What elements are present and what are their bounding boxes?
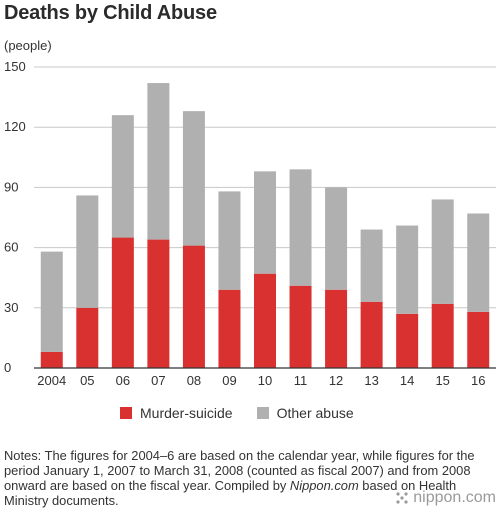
nippon-logo: nippon.com [395, 489, 496, 507]
bar-murder-suicide [289, 285, 312, 368]
bar-other-abuse [360, 229, 383, 302]
x-tick-label: 06 [116, 373, 130, 388]
legend-swatch-murder-suicide [120, 407, 132, 419]
x-tick-label: 16 [471, 373, 485, 388]
x-tick-label: 13 [364, 373, 378, 388]
bar-murder-suicide [254, 273, 276, 368]
y-tick-label: 90 [4, 179, 18, 194]
x-tick-label: 07 [151, 373, 165, 388]
bar-other-abuse [111, 115, 134, 238]
notes-text: Notes: The figures for 2004–6 are based … [4, 448, 475, 493]
bar-murder-suicide [76, 307, 99, 368]
x-tick-label: 15 [435, 373, 449, 388]
y-tick-label: 60 [4, 240, 18, 255]
bar-other-abuse [218, 191, 241, 290]
bar-murder-suicide [147, 239, 170, 368]
x-tick-label: 2004 [37, 373, 66, 388]
chart-plot-area: (people) 0 30 60 90 120 150 2004 05 06 07 08 09 10 11… [4, 38, 496, 388]
bar-murder-suicide [467, 311, 490, 368]
x-tick-label: 14 [400, 373, 414, 388]
bars [40, 83, 490, 368]
bar-other-abuse [431, 199, 454, 304]
legend-label-murder-suicide: Murder-suicide [140, 405, 233, 421]
bar-murder-suicide [111, 237, 134, 368]
y-tick-label: 150 [4, 59, 26, 74]
legend-swatch-other-abuse [256, 407, 269, 419]
bar-murder-suicide [40, 351, 63, 368]
legend-item-other-abuse: Other abuse [256, 405, 354, 421]
bar-murder-suicide [182, 245, 205, 368]
bar-other-abuse [147, 83, 170, 240]
notes-source: Nippon.com [289, 478, 359, 493]
y-tick-label: 120 [4, 119, 26, 134]
x-tick-label: 12 [329, 373, 343, 388]
chart-title: Deaths by Child Abuse [4, 2, 217, 24]
bar-other-abuse [396, 225, 419, 314]
legend: Murder-suicide Other abuse [120, 405, 378, 421]
y-tick-label: 0 [4, 360, 11, 375]
bar-other-abuse [254, 171, 276, 274]
bar-murder-suicide [396, 313, 419, 368]
bar-other-abuse [289, 169, 312, 286]
y-tick-label: 30 [4, 300, 18, 315]
y-axis-unit-label: (people) [4, 38, 52, 53]
bar-other-abuse [467, 213, 490, 312]
legend-label-other-abuse: Other abuse [276, 405, 354, 421]
x-tick-label: 08 [187, 373, 201, 388]
bar-murder-suicide [218, 289, 241, 368]
bar-other-abuse [182, 111, 205, 246]
legend-item-murder-suicide: Murder-suicide [120, 405, 233, 421]
x-tick-label: 09 [222, 373, 236, 388]
bar-other-abuse [325, 187, 348, 290]
notes-text-end: based on Health Ministry documents. [4, 478, 457, 508]
x-tick-label: 10 [258, 373, 272, 388]
logo-text: nippon.com [413, 489, 496, 506]
bar-murder-suicide [360, 301, 383, 368]
x-tick-label: 11 [294, 373, 308, 388]
bar-murder-suicide [431, 303, 454, 368]
x-tick-label: 05 [80, 373, 94, 388]
dots-logo-icon [396, 492, 408, 504]
bar-murder-suicide [325, 289, 348, 368]
bar-other-abuse [40, 251, 63, 352]
axes: 0 30 60 90 120 150 2004 05 06 07 08 09 10 11 12 13 14 15 1… [4, 59, 496, 388]
bar-other-abuse [76, 195, 99, 308]
notes: Notes: The figures for 2004–6 are based … [4, 448, 496, 508]
